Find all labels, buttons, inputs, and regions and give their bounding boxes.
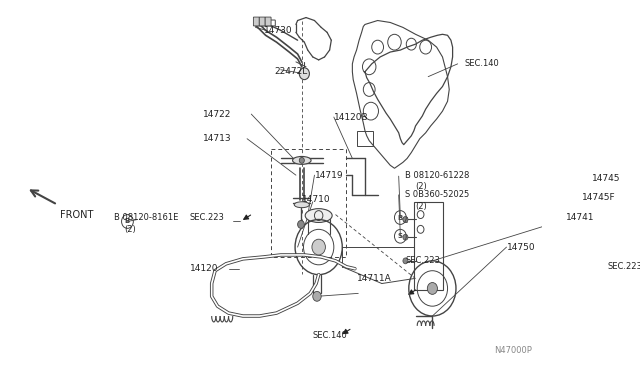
Circle shape [298, 221, 305, 228]
Circle shape [313, 291, 321, 301]
Ellipse shape [294, 202, 309, 208]
Text: 14722: 14722 [204, 110, 232, 119]
FancyBboxPatch shape [259, 17, 265, 26]
Text: 14745: 14745 [593, 174, 621, 183]
Circle shape [312, 239, 325, 255]
Text: S 0B360-52025: S 0B360-52025 [405, 190, 470, 199]
Text: 14750: 14750 [506, 243, 535, 251]
Circle shape [403, 258, 408, 264]
Text: B 08120-8161E: B 08120-8161E [114, 213, 179, 222]
Text: (2): (2) [415, 183, 428, 192]
Text: SEC.223: SEC.223 [405, 256, 440, 265]
Circle shape [403, 234, 408, 240]
Text: B: B [397, 215, 403, 221]
Circle shape [403, 217, 408, 222]
FancyBboxPatch shape [265, 17, 271, 26]
Text: S: S [398, 233, 403, 239]
Text: SEC.140: SEC.140 [313, 331, 348, 340]
Text: (2): (2) [415, 202, 428, 211]
Text: B: B [125, 218, 130, 224]
Text: 14120B: 14120B [334, 113, 369, 122]
Text: 14711A: 14711A [356, 274, 391, 283]
Text: SEC.223: SEC.223 [607, 262, 640, 271]
Circle shape [300, 157, 305, 163]
Text: SEC.223: SEC.223 [190, 213, 225, 222]
Text: 14719: 14719 [314, 171, 343, 180]
Text: 14745F: 14745F [582, 193, 616, 202]
Text: 22472L: 22472L [274, 67, 307, 76]
Ellipse shape [292, 157, 311, 164]
Text: 14120: 14120 [190, 264, 218, 273]
Text: (2): (2) [124, 225, 136, 234]
Text: N47000P: N47000P [494, 346, 532, 355]
Text: 14730: 14730 [264, 26, 292, 35]
Circle shape [428, 283, 438, 294]
Ellipse shape [305, 209, 332, 222]
Text: FRONT: FRONT [60, 209, 93, 219]
FancyBboxPatch shape [253, 17, 259, 26]
Text: SEC.140: SEC.140 [465, 60, 499, 68]
Text: 14741: 14741 [566, 213, 594, 222]
Text: 14710: 14710 [302, 195, 330, 204]
Text: B 08120-61228: B 08120-61228 [405, 171, 470, 180]
Circle shape [300, 68, 309, 80]
Text: 14713: 14713 [204, 134, 232, 143]
